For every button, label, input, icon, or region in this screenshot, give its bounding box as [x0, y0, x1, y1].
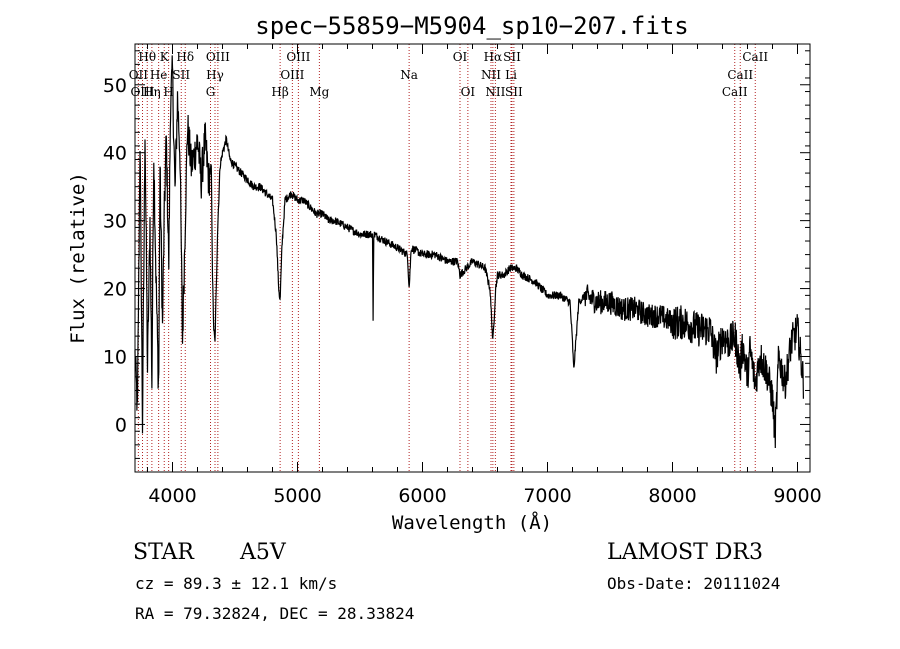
axis-tick-labels: 4000 5000 6000 7000 8000 9000 0 10 20 30 40 50	[103, 75, 822, 507]
line-label: OIII	[280, 68, 304, 82]
line-label: G	[206, 85, 216, 99]
x-tick-label: 8000	[648, 485, 696, 507]
chart-title: spec−55859−M5904_sp10−207.fits	[255, 12, 688, 40]
y-tick-label: 40	[103, 143, 127, 165]
line-label: K	[160, 50, 170, 64]
x-tick-label: 5000	[273, 485, 321, 507]
object-class: STAR	[133, 540, 195, 565]
x-tick-label: 6000	[398, 485, 446, 507]
line-label: Hδ	[176, 50, 194, 64]
survey-name: LAMOST DR3	[607, 540, 763, 565]
coordinates: RA = 79.32824, DEC = 28.33824	[135, 604, 414, 623]
y-tick-label: 20	[103, 279, 127, 301]
y-tick-label: 30	[103, 211, 127, 233]
line-label: CaII	[742, 50, 768, 64]
line-label: Na	[400, 68, 418, 82]
line-label: Mg	[309, 85, 329, 99]
line-label: He	[150, 68, 168, 82]
line-label: OI	[453, 50, 468, 64]
line-label: Li	[505, 68, 517, 82]
y-axis-label: Flux (relative)	[67, 172, 89, 344]
x-axis-label: Wavelength (Å)	[392, 511, 552, 534]
x-tick-label: 4000	[148, 485, 196, 507]
line-label: NII	[481, 68, 501, 82]
x-tick-label: 9000	[773, 485, 821, 507]
y-tick-label: 50	[103, 75, 127, 97]
line-label: OII	[129, 68, 149, 82]
line-label: SII	[172, 68, 190, 82]
x-tick-label: 7000	[523, 485, 571, 507]
line-label: OIII	[286, 50, 310, 64]
line-label: SII	[503, 50, 521, 64]
line-label: CaII	[722, 85, 748, 99]
line-label: SII	[505, 85, 523, 99]
line-label: Hβ	[271, 85, 288, 99]
line-label: OI	[461, 85, 476, 99]
line-label: OIII	[206, 50, 230, 64]
line-label: Hα	[484, 50, 503, 64]
spectrum-line	[134, 55, 804, 449]
line-label: OIII	[130, 85, 154, 99]
object-subclass: A5V	[239, 540, 287, 565]
axis-ticks	[135, 44, 810, 472]
plot-frame	[134, 43, 811, 473]
line-label: Hθ	[138, 50, 156, 64]
redshift-cz: cz = 89.3 ± 12.1 km/s	[135, 574, 337, 593]
line-label: NII	[485, 85, 505, 99]
line-label: CaII	[727, 68, 753, 82]
line-label: Hη	[143, 85, 161, 99]
observation-date: Obs-Date: 20111024	[607, 574, 780, 593]
y-tick-label: 0	[115, 414, 127, 436]
line-label: H	[163, 85, 173, 99]
y-tick-label: 10	[103, 347, 127, 369]
line-label: Hγ	[206, 68, 224, 82]
